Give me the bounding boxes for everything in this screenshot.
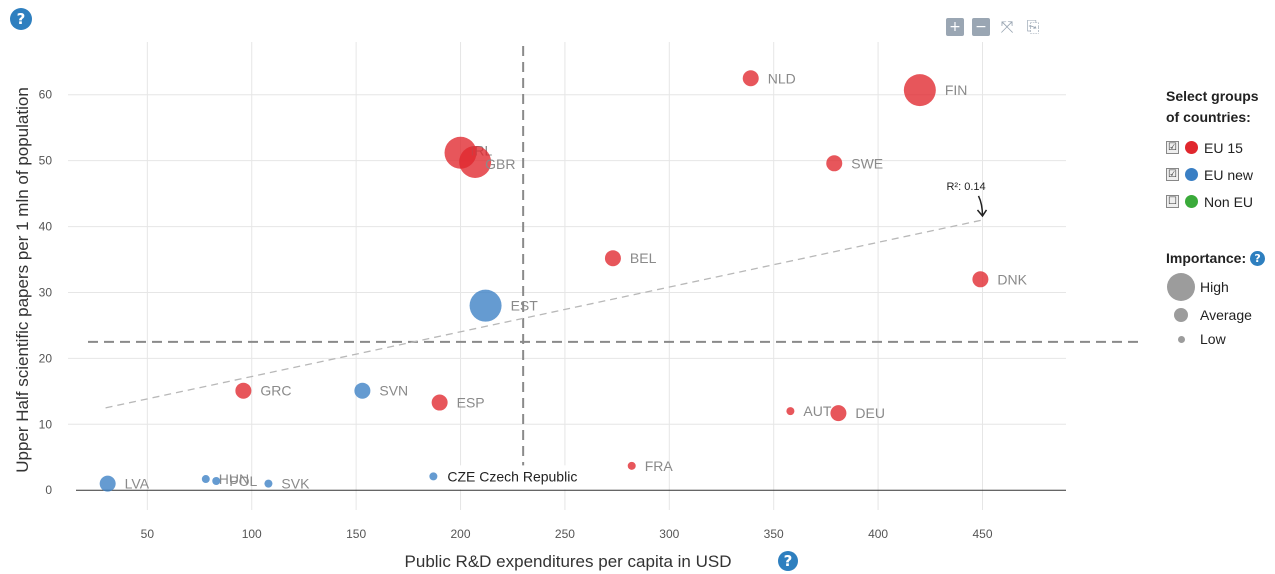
point-label-gbr: GBR — [485, 156, 515, 172]
point-lva — [99, 475, 116, 492]
eu15-color-dot — [1185, 141, 1198, 154]
zoom-out-button[interactable]: − — [972, 18, 990, 36]
point-label-fin: FIN — [945, 82, 968, 98]
point-cze — [429, 472, 438, 481]
legend-item-eu-new[interactable]: ☑ EU new — [1166, 161, 1274, 188]
point-label-aut: AUT — [803, 403, 831, 419]
importance-legend: Importance: ? High Average Low — [1166, 250, 1266, 350]
y-ticks: 0 10 20 30 40 50 60 — [39, 88, 53, 497]
point-pol — [212, 476, 221, 485]
importance-low: Low — [1166, 328, 1265, 350]
trendline-arrow-icon — [976, 195, 988, 218]
point-label-grc: GRC — [260, 383, 291, 399]
point-label-est: EST — [511, 298, 539, 314]
point-esp — [431, 394, 448, 411]
point-gbr — [459, 145, 492, 178]
point-dnk — [972, 271, 989, 288]
help-icon-y-axis[interactable]: ? — [10, 8, 32, 30]
importance-title: Importance: — [1166, 250, 1247, 266]
trendline — [105, 219, 983, 409]
point-label-dnk: DNK — [997, 271, 1027, 287]
grid — [68, 42, 1066, 510]
point-aut — [786, 407, 795, 416]
point-label-hun: HUN — [219, 471, 249, 487]
point-label-deu: DEU — [855, 405, 885, 421]
tooltip-text: CZE Czech Republic — [447, 468, 577, 484]
non-eu-checkbox[interactable]: ☐ — [1166, 195, 1179, 208]
export-pdf-button[interactable]: ⎘ — [1026, 17, 1040, 36]
low-size-icon — [1177, 335, 1185, 343]
point-label-bel: BEL — [630, 250, 657, 266]
x-tick-label: 50 — [141, 527, 155, 541]
y-tick-label: 40 — [39, 220, 53, 234]
point-label-nld: NLD — [768, 70, 796, 86]
legend-label: EU new — [1204, 166, 1254, 183]
chart-toolbar: + − ⤧ ⎘ — [946, 17, 1042, 36]
point-bel — [604, 250, 621, 267]
y-tick-label: 10 — [39, 417, 53, 431]
point-deu — [830, 405, 847, 422]
x-tick-label: 350 — [764, 527, 784, 541]
importance-average: Average — [1166, 304, 1265, 326]
importance-label: Low — [1200, 331, 1226, 347]
x-ticks: 50 100 150 200 250 300 350 400 450 — [141, 527, 993, 541]
point-label-fra: FRA — [645, 458, 674, 474]
point-svn — [354, 382, 371, 399]
x-tick-label: 100 — [242, 527, 262, 541]
point-fra — [627, 461, 636, 470]
non-eu-color-dot — [1185, 195, 1198, 208]
y-tick-label: 0 — [45, 483, 52, 497]
point-label-pol: POL — [229, 473, 257, 489]
x-tick-label: 450 — [972, 527, 992, 541]
point-label-swe: SWE — [851, 155, 883, 171]
x-tick-label: 400 — [868, 527, 888, 541]
high-size-icon — [1167, 273, 1195, 301]
point-fin — [903, 74, 936, 107]
y-axis-title: Upper Half scientific papers per 1 mln o… — [13, 87, 32, 473]
tooltip-background — [441, 465, 596, 490]
x-tick-label: 300 — [659, 527, 679, 541]
point-label-svk: SVK — [281, 476, 310, 492]
point-label-svn: SVN — [379, 383, 408, 399]
point-label-esp: ESP — [457, 395, 485, 411]
help-icon-importance[interactable]: ? — [1250, 250, 1266, 266]
help-icon-x-axis[interactable]: ? — [778, 551, 798, 571]
x-tick-label: 200 — [451, 527, 471, 541]
x-tick-label: 150 — [346, 527, 366, 541]
average-size-icon — [1174, 308, 1188, 322]
legend-item-eu15[interactable]: ☑ EU 15 — [1166, 134, 1274, 161]
point-label-lva: LVA — [125, 476, 150, 492]
legend-item-non-eu[interactable]: ☐ Non EU — [1166, 188, 1274, 215]
fit-to-screen-button[interactable]: ⤧ — [1000, 17, 1014, 36]
eu15-checkbox[interactable]: ☑ — [1166, 141, 1179, 154]
y-tick-label: 60 — [39, 88, 53, 102]
y-tick-label: 30 — [39, 285, 53, 299]
data-points: NLDFINIRLGBRSWEBELDNKESTGRCSVNESPAUTDEUF… — [99, 70, 1028, 492]
x-tick-label: 250 — [555, 527, 575, 541]
tooltip: CZE Czech Republic — [441, 465, 596, 490]
importance-label: High — [1200, 279, 1229, 295]
legend-label: Non EU — [1204, 193, 1254, 210]
legend-title: Select groups of countries: — [1166, 88, 1259, 125]
eu-new-color-dot — [1185, 168, 1198, 181]
point-hun — [201, 475, 210, 484]
point-grc — [235, 382, 252, 399]
x-axis-title: Public R&D expenditures per capita in US… — [405, 552, 732, 571]
zoom-in-button[interactable]: + — [946, 18, 964, 36]
group-legend: Select groups of countries: ☑ EU 15 ☑ EU… — [1166, 86, 1274, 215]
point-svk — [264, 479, 273, 488]
importance-label: Average — [1200, 307, 1252, 323]
point-nld — [742, 70, 759, 87]
eu-new-checkbox[interactable]: ☑ — [1166, 168, 1179, 181]
legend-label: EU 15 — [1204, 139, 1243, 156]
importance-high: High — [1166, 272, 1265, 302]
point-est — [469, 289, 502, 322]
y-tick-label: 20 — [39, 351, 53, 365]
trendline-label: R²: 0.14 — [946, 181, 985, 193]
point-swe — [826, 155, 843, 172]
y-tick-label: 50 — [39, 154, 53, 168]
